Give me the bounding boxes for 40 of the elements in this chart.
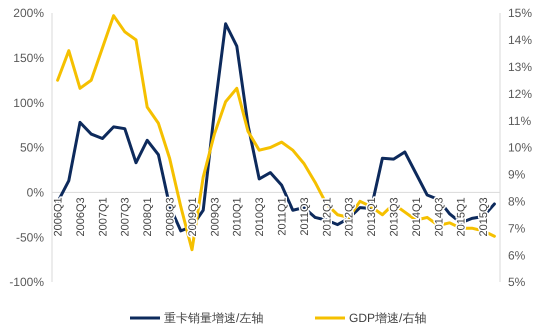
y-tick-label: 200% (13, 6, 44, 20)
x-tick-label: 2008Q3 (164, 197, 176, 236)
y-tick-label: 50% (20, 140, 44, 155)
y-tick-label: -50% (16, 230, 44, 244)
x-tick-label: 2009Q3 (209, 197, 222, 236)
y2-tick-label: 12% (508, 86, 532, 101)
y2-tick-label: 6% (508, 248, 526, 262)
x-tick-label: 2006Q1 (52, 197, 64, 236)
y2-tick-label: 14% (508, 33, 532, 48)
x-tick-label: 2014Q1 (410, 197, 423, 236)
x-tick-label: 2013Q3 (388, 197, 400, 236)
y2-tick-label: 7% (508, 221, 526, 236)
x-tick-label: 2014Q3 (433, 197, 446, 236)
y2-tick-label: 8% (508, 194, 526, 208)
x-tick-label: 2008Q1 (142, 197, 154, 236)
x-tick-label: 2007Q3 (120, 197, 132, 236)
x-tick-label: 2011Q3 (298, 197, 311, 236)
x-tick-label: 2009Q1 (186, 197, 199, 236)
x-tick-label: 2013Q1 (366, 197, 378, 236)
x-tick-label: 2011Q1 (276, 197, 288, 236)
y2-tick-label: 15% (508, 6, 532, 20)
y2-tick-label: 5% (508, 275, 526, 290)
legend-label: GDP增速/右轴 (349, 311, 426, 326)
x-tick-label: 2007Q1 (97, 197, 110, 236)
y2-tick-label: 10% (508, 140, 532, 155)
y-tick-label: 0% (26, 186, 44, 200)
y-tick-label: 150% (13, 51, 44, 66)
y2-tick-label: 11% (508, 114, 532, 128)
y-tick-label: -100% (9, 275, 44, 290)
y2-tick-label: 9% (508, 168, 526, 182)
x-tick-label: 2015Q3 (478, 197, 490, 236)
y-tick-label: 100% (13, 96, 44, 110)
legend-label: 重卡销量增速/左轴 (164, 311, 264, 326)
y2-tick-label: 13% (508, 60, 532, 74)
x-tick-label: 2015Q1 (456, 197, 468, 236)
x-tick-label: 2006Q3 (74, 197, 87, 236)
x-tick-label: 2010Q1 (232, 197, 244, 236)
x-tick-label: 2012Q3 (344, 197, 356, 236)
x-tick-label: 2012Q1 (321, 197, 334, 236)
x-tick-label: 2010Q3 (254, 197, 266, 236)
